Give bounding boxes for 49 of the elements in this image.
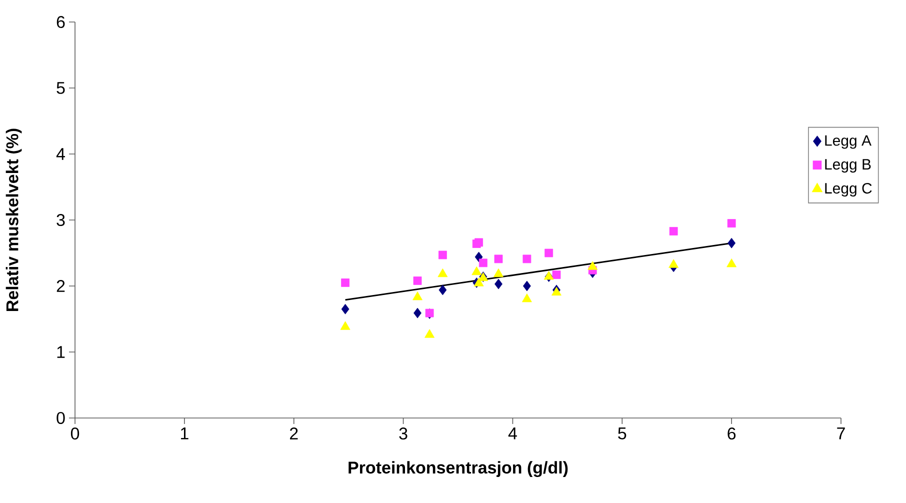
point — [412, 292, 422, 300]
point — [494, 278, 502, 290]
point — [522, 254, 532, 264]
y-tick-label: 6 — [56, 16, 65, 28]
point — [424, 329, 435, 338]
legend-label: Legg B — [825, 159, 871, 173]
point — [478, 258, 488, 268]
point — [438, 250, 447, 260]
point — [474, 252, 483, 262]
point — [668, 259, 679, 268]
point — [728, 238, 736, 248]
y-tick-label: 0 — [56, 412, 65, 424]
point — [413, 276, 422, 285]
x-axis-title: Proteinkonsentrasjon (g/dl) — [348, 461, 568, 478]
point — [341, 278, 350, 287]
y-tick-label: 4 — [56, 148, 65, 160]
y-tick-label: 2 — [56, 280, 65, 292]
point — [438, 284, 447, 296]
legend-label: Legg A — [825, 135, 872, 149]
point — [588, 261, 598, 270]
point — [340, 321, 350, 330]
x-tick-label: 2 — [290, 428, 298, 440]
point — [438, 268, 448, 278]
x-tick-label: 1 — [181, 428, 188, 440]
x-tick-label: 0 — [70, 428, 80, 440]
point — [727, 219, 736, 228]
point — [552, 270, 561, 279]
x-tick-label: 3 — [399, 428, 408, 440]
y-tick-label: 1 — [57, 346, 65, 358]
x-tick-label: 5 — [618, 428, 626, 440]
x-tick-label: 6 — [728, 428, 736, 440]
y-tick-label: 5 — [56, 82, 65, 94]
x-tick-label: 4 — [508, 428, 517, 440]
point — [474, 238, 483, 247]
point — [522, 280, 531, 292]
point — [341, 304, 350, 314]
point — [726, 258, 737, 268]
point — [414, 308, 422, 318]
x-tick-label: 7 — [837, 428, 845, 440]
point — [669, 227, 678, 236]
point — [522, 293, 532, 302]
point — [544, 248, 554, 258]
y-axis-title: Relativ muskelvekt (%) — [6, 128, 22, 311]
point — [494, 254, 503, 264]
legend-label: Legg C — [825, 182, 872, 197]
y-tick-label: 3 — [56, 214, 65, 226]
point — [494, 268, 504, 278]
point — [474, 278, 484, 286]
point — [472, 266, 482, 276]
